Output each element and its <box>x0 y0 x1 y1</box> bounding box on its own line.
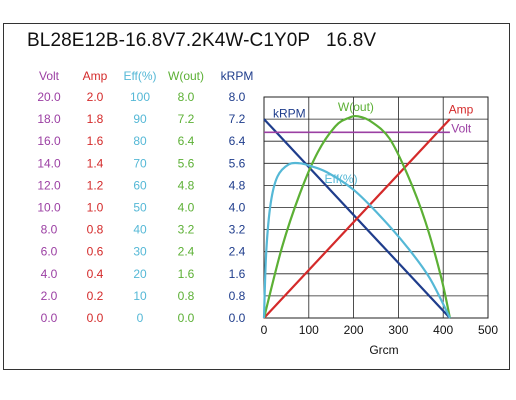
y-tick-label: 10.0 <box>37 201 61 215</box>
y-tick-label: 8.0 <box>178 90 195 104</box>
y-tick-label: 90 <box>133 112 147 126</box>
series-line-amp <box>263 118 451 319</box>
y-tick-label: 2.0 <box>41 289 58 303</box>
x-tick-label: 500 <box>478 323 498 337</box>
series-label-krpm: kRPM <box>273 107 306 121</box>
series-label-amp: Amp <box>449 103 474 117</box>
y-tick-label: 6.0 <box>41 245 58 259</box>
series-label-eff: Eff(%) <box>324 172 357 186</box>
y-tick-label: 12.0 <box>37 178 61 192</box>
y-tick-label: 0.0 <box>41 311 58 325</box>
series-line-eff <box>262 161 451 319</box>
y-tick-label: 3.2 <box>178 223 195 237</box>
y-tick-label: 6.4 <box>229 134 246 148</box>
y-tick-label: 1.6 <box>87 134 104 148</box>
y-tick-label: 4.0 <box>178 201 195 215</box>
x-tick-label: 0 <box>261 323 268 337</box>
x-tick-label: 400 <box>433 323 453 337</box>
y-tick-label: 0.0 <box>178 311 195 325</box>
y-tick-label: 8.0 <box>229 90 246 104</box>
y-tick-label: 100 <box>130 90 150 104</box>
y-tick-label: 1.0 <box>87 201 104 215</box>
y-tick-label: 0.2 <box>87 289 104 303</box>
y-tick-label: 7.2 <box>229 112 246 126</box>
y-tick-label: 0.8 <box>87 223 104 237</box>
x-axis-label: Grcm <box>369 343 398 357</box>
y-tick-label: 60 <box>133 178 147 192</box>
y-tick-label: 2.0 <box>87 90 104 104</box>
y-tick-label: 0.8 <box>178 289 195 303</box>
y-tick-label: 5.6 <box>178 156 195 170</box>
series-label-volt: Volt <box>451 121 472 135</box>
y-tick-label: 70 <box>133 156 147 170</box>
y-tick-label: 10 <box>133 289 147 303</box>
y-tick-label: 18.0 <box>37 112 61 126</box>
chart-title: BL28E12B-16.8V7.2K4W-C1Y0P 16.8V <box>27 30 377 51</box>
y-tick-label: 2.4 <box>178 245 195 259</box>
y-tick-label: 1.4 <box>87 156 104 170</box>
y-tick-label: 80 <box>133 134 147 148</box>
y-tick-label: 16.0 <box>37 134 61 148</box>
y-tick-label: 0.6 <box>87 245 104 259</box>
y-tick-label: 4.8 <box>229 178 246 192</box>
y-axis-title-krpm: kRPM <box>221 69 254 83</box>
y-tick-label: 3.2 <box>229 223 246 237</box>
y-tick-label: 6.4 <box>178 134 195 148</box>
y-axis-title-volt: Volt <box>39 69 60 83</box>
y-tick-label: 14.0 <box>37 156 61 170</box>
y-tick-label: 50 <box>133 201 147 215</box>
y-tick-label: 0.8 <box>229 289 246 303</box>
y-axis-title-wout: W(out) <box>168 69 204 83</box>
y-tick-label: 7.2 <box>178 112 195 126</box>
y-tick-label: 1.2 <box>87 178 104 192</box>
y-tick-label: 20.0 <box>37 90 61 104</box>
y-tick-label: 5.6 <box>229 156 246 170</box>
y-tick-label: 0.0 <box>229 311 246 325</box>
series-line-wout <box>262 114 451 319</box>
y-tick-label: 4.8 <box>178 178 195 192</box>
y-tick-label: 4.0 <box>41 267 58 281</box>
y-tick-label: 40 <box>133 223 147 237</box>
y-axis-title-amp: Amp <box>83 69 108 83</box>
y-tick-label: 1.6 <box>178 267 195 281</box>
x-tick-label: 200 <box>344 323 364 337</box>
x-tick-label: 100 <box>299 323 319 337</box>
y-tick-label: 1.8 <box>87 112 104 126</box>
y-tick-label: 0.0 <box>87 311 104 325</box>
x-tick-label: 300 <box>388 323 408 337</box>
series-label-wout: W(out) <box>338 100 374 114</box>
y-tick-label: 4.0 <box>229 201 246 215</box>
y-tick-label: 0 <box>137 311 144 325</box>
y-tick-label: 20 <box>133 267 147 281</box>
y-tick-label: 2.4 <box>229 245 246 259</box>
y-tick-label: 0.4 <box>87 267 104 281</box>
y-tick-label: 1.6 <box>229 267 246 281</box>
y-axis-title-eff: Eff(%) <box>123 69 156 83</box>
y-tick-label: 8.0 <box>41 223 58 237</box>
y-tick-label: 30 <box>133 245 147 259</box>
